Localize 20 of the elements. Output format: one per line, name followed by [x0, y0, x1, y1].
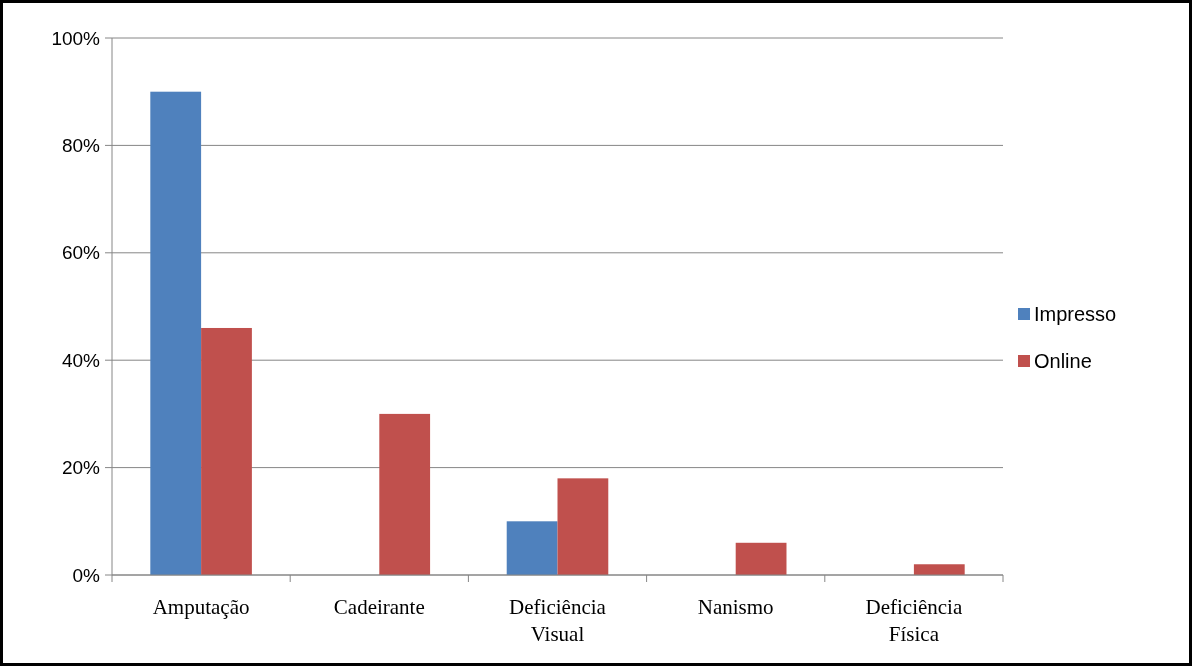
x-tick-label: Nanismo [697, 595, 774, 619]
bar [913, 564, 965, 575]
y-tick-label: 60% [61, 242, 101, 264]
y-tick-label: 100% [51, 27, 101, 49]
x-tick-label: Deficiência Física [865, 595, 963, 646]
y-tick-label: 40% [61, 349, 101, 371]
y-tick-label: 80% [61, 135, 101, 157]
bar [201, 327, 252, 575]
bar [557, 478, 609, 575]
bar [506, 521, 558, 575]
bar [379, 413, 431, 575]
legend-label: Impresso [1034, 303, 1117, 325]
legend-label: Online [1034, 350, 1092, 372]
x-tick-label: Deficiência Visual [509, 595, 607, 646]
y-tick-label: 20% [61, 457, 101, 479]
y-tick-label: 0% [72, 564, 101, 586]
x-tick-label: Amputação [152, 595, 250, 619]
bar [150, 91, 202, 575]
bar [735, 542, 787, 575]
x-tick-label: Cadeirante [333, 595, 425, 619]
